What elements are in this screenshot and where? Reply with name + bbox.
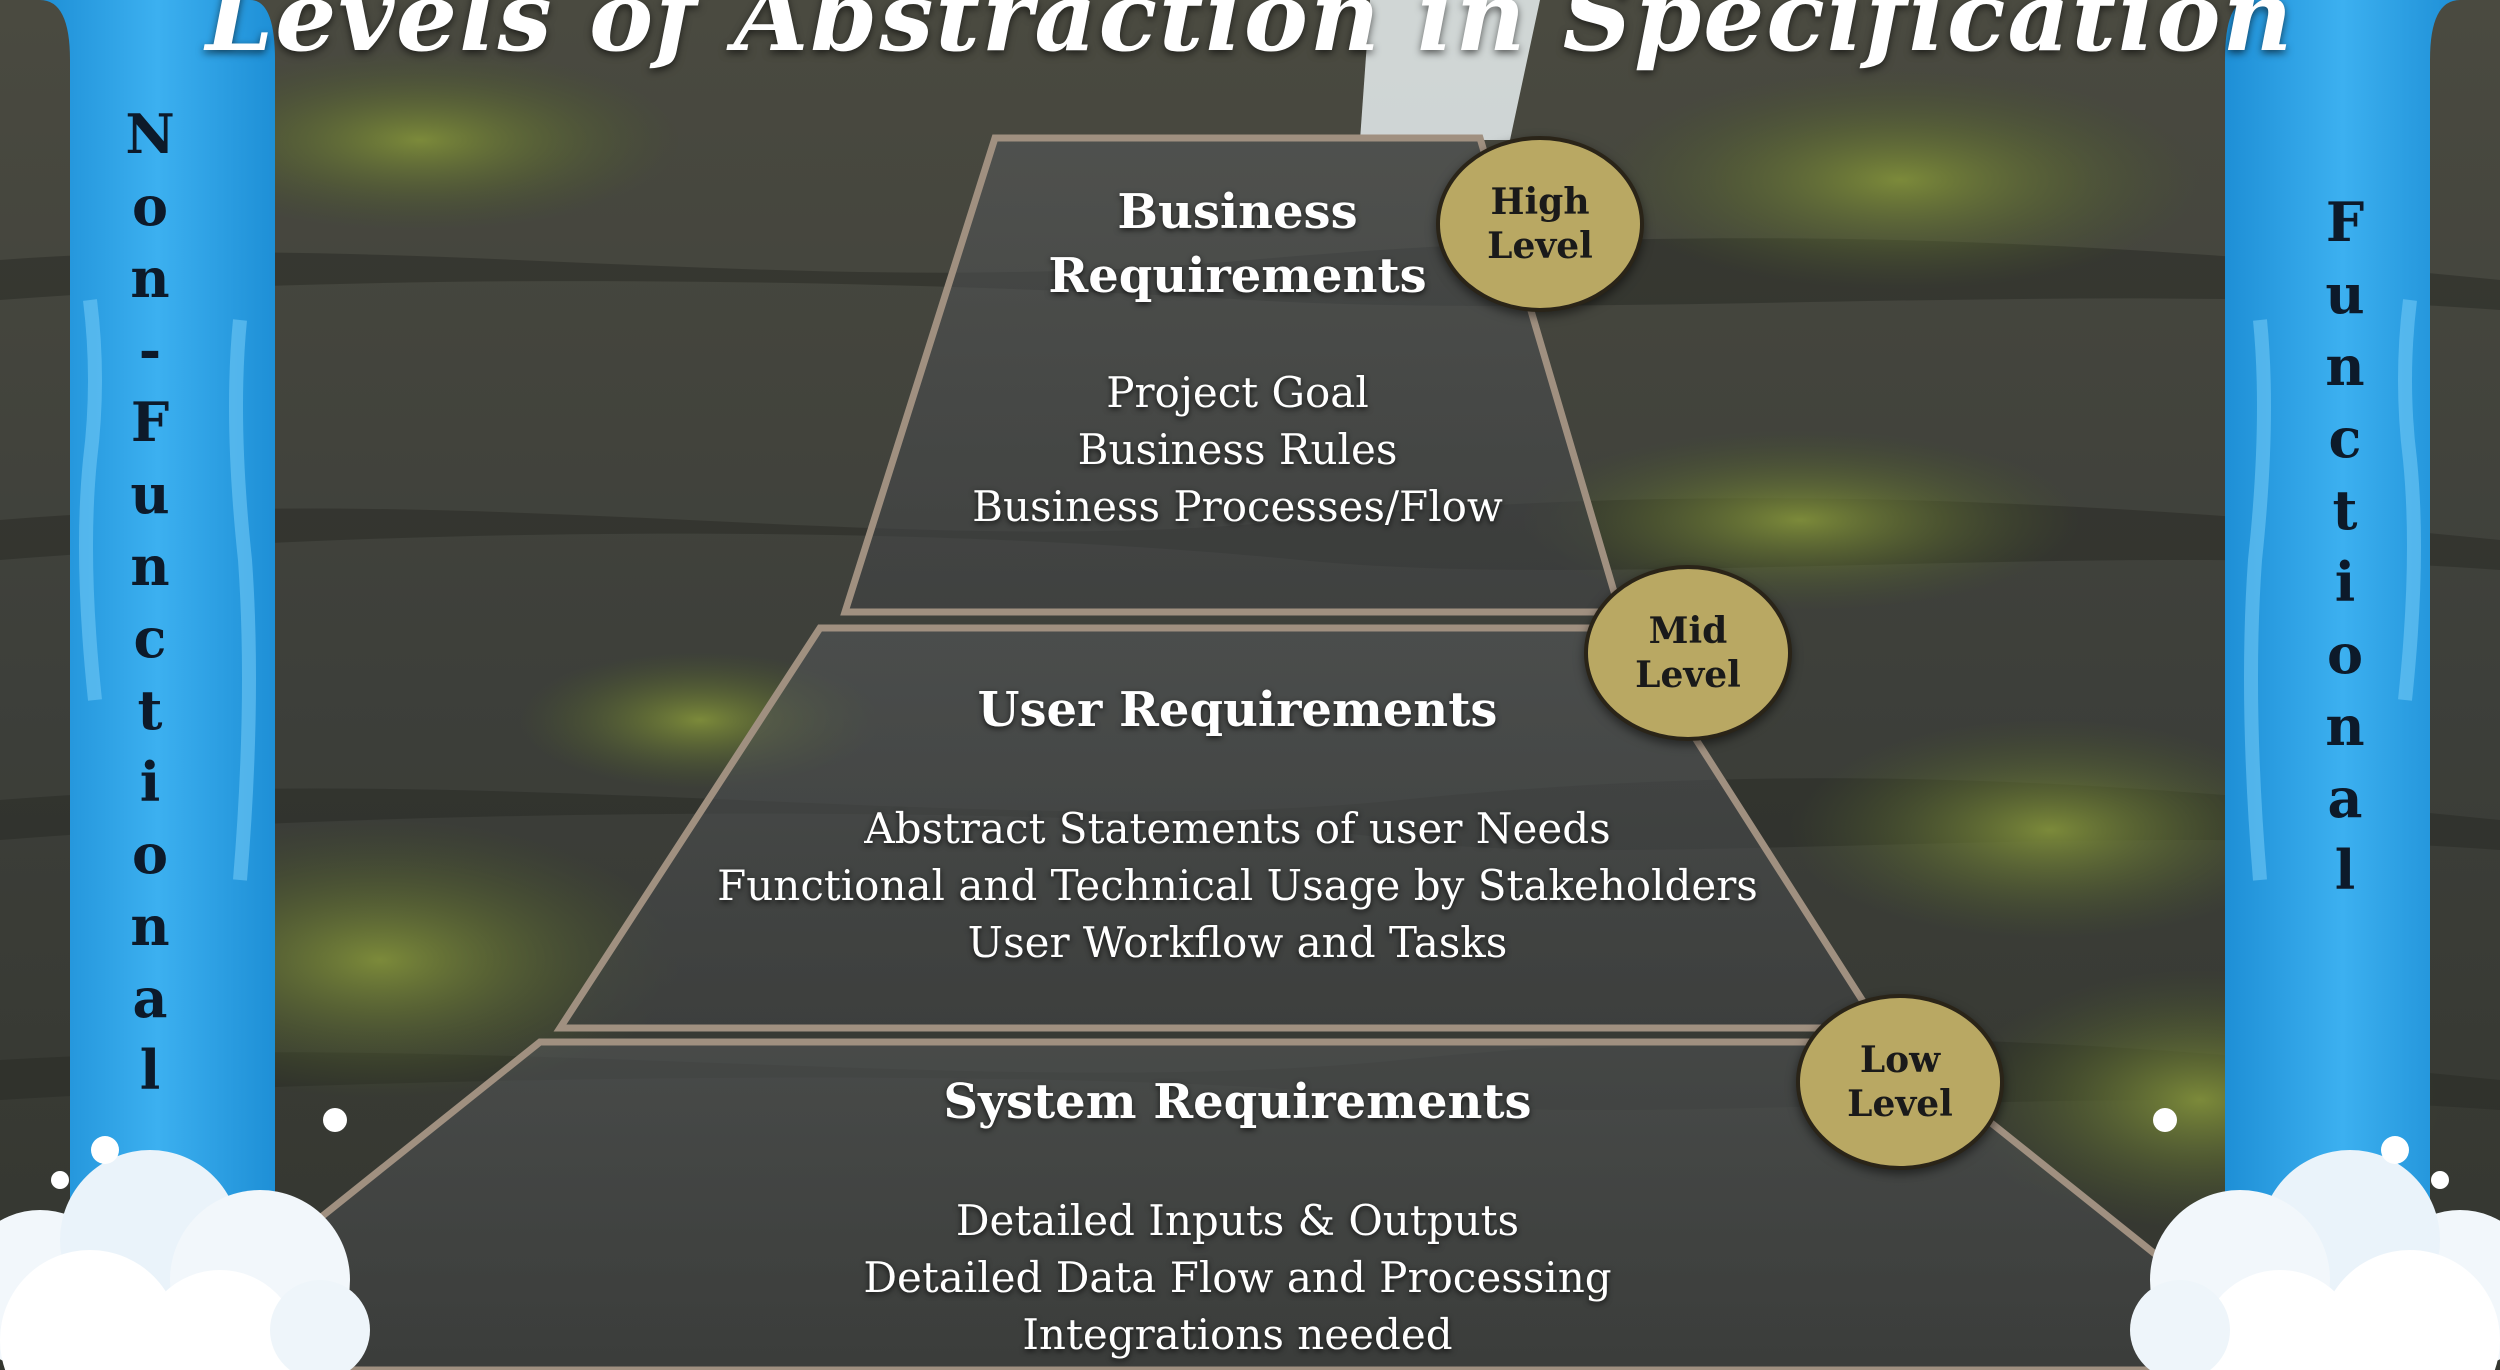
side-label-letter: -	[138, 318, 162, 382]
left-banner	[0, 0, 370, 1370]
tier-item: Integrations needed	[1022, 1310, 1453, 1359]
tier-title-line: User Requirements	[977, 682, 1498, 738]
tier-title-user: User Requirements	[0, 678, 2475, 742]
side-label-letter: a	[132, 966, 168, 1030]
side-label-letter: F	[130, 390, 170, 454]
side-label-letter: o	[131, 822, 169, 886]
page-title: Levels of Abstraction in Specification	[205, 0, 2295, 73]
side-label-letter: a	[2327, 766, 2363, 830]
level-badge-low: Low Level	[1796, 994, 2004, 1170]
tier-title-line: Business	[1117, 184, 1358, 240]
side-label-letter: u	[2325, 262, 2365, 326]
tier-item: Detailed Data Flow and Processing	[863, 1253, 1612, 1302]
side-label-letter: l	[2334, 838, 2356, 902]
tier-title-line: Requirements	[1048, 248, 1427, 304]
waterfall	[1360, 0, 1540, 140]
level-badge-mid: Mid Level	[1584, 565, 1792, 741]
right-banner	[2130, 0, 2500, 1370]
tier-item: Functional and Technical Usage by Stakeh…	[717, 861, 1758, 910]
tier-title-line: System Requirements	[943, 1074, 1532, 1130]
side-label-letter: N	[125, 102, 175, 166]
side-label-letter: t	[137, 678, 163, 742]
level-badge-label: High Level	[1487, 181, 1593, 267]
tier-title-system: System Requirements	[0, 1070, 2475, 1134]
side-label-letter: u	[130, 462, 170, 526]
tier-title-business: Business Requirements	[0, 180, 2475, 308]
level-badge-high: High Level	[1436, 136, 1644, 312]
side-label-letter: n	[2325, 334, 2365, 398]
side-label-letter: i	[139, 750, 161, 814]
side-label-letter: o	[2326, 622, 2364, 686]
tier-item: User Workflow and Tasks	[967, 918, 1508, 967]
side-label-letter: F	[2325, 190, 2365, 254]
side-label-letter: l	[139, 1038, 161, 1102]
side-label-letter: o	[131, 174, 169, 238]
tier-item: Business Rules	[1077, 425, 1398, 474]
tier-item: Abstract Statements of user Needs	[864, 804, 1611, 853]
side-label-letter: t	[2332, 478, 2358, 542]
side-label-letter: n	[2325, 694, 2365, 758]
level-badge-label: Mid Level	[1635, 610, 1741, 696]
side-label-letter: i	[2334, 550, 2356, 614]
tier-item: Detailed Inputs & Outputs	[955, 1196, 1520, 1245]
tier-item: Business Processes/Flow	[972, 482, 1503, 531]
side-label-letter: c	[2328, 406, 2362, 470]
side-label-letter: c	[133, 606, 167, 670]
side-label-letter: n	[130, 246, 170, 310]
tier-item: Project Goal	[1106, 368, 1369, 417]
level-badge-label: Low Level	[1847, 1039, 1953, 1125]
side-label-letter: n	[130, 534, 170, 598]
side-label-letter: n	[130, 894, 170, 958]
